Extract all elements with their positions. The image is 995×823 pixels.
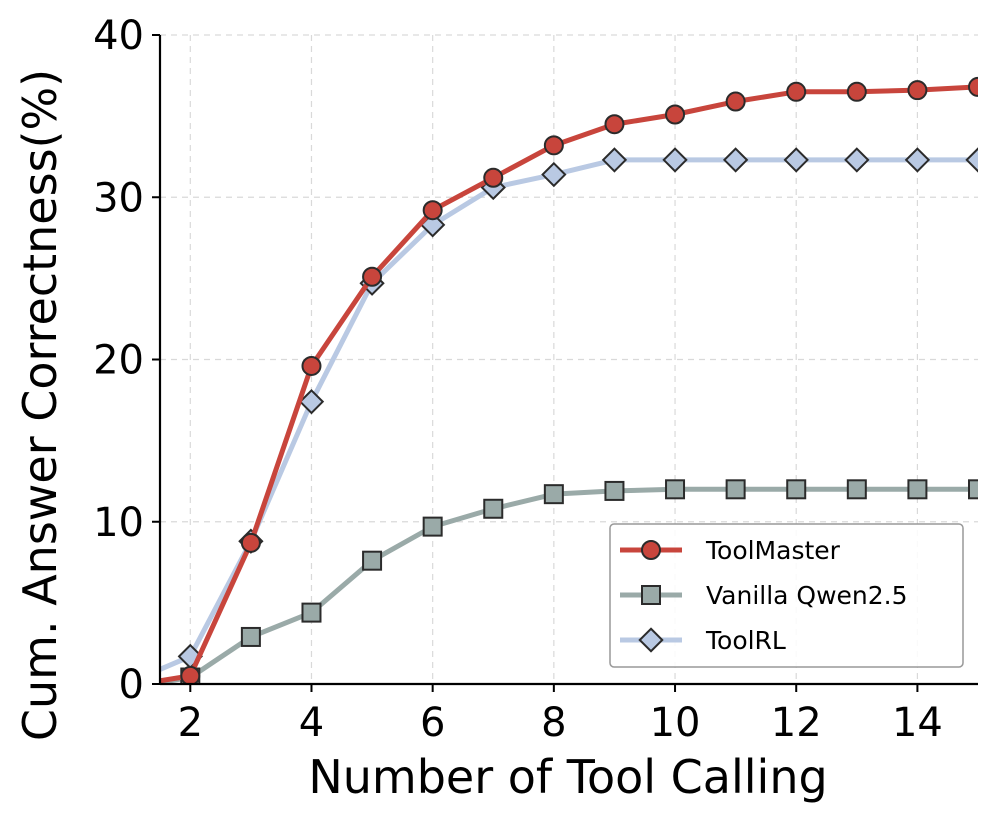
legend-label: Vanilla Qwen2.5 bbox=[706, 581, 908, 610]
data-point bbox=[543, 484, 564, 505]
legend: ToolMaster Vanilla Qwen2.5 ToolRL bbox=[609, 523, 964, 668]
y-axis-label: Cum. Answer Correctness(%) bbox=[13, 69, 67, 741]
legend-label: ToolMaster bbox=[705, 536, 841, 565]
data-point bbox=[786, 479, 807, 500]
legend-marker bbox=[641, 540, 661, 560]
data-point bbox=[725, 91, 746, 112]
data-point bbox=[662, 147, 688, 173]
y-tick-label: 0 bbox=[119, 662, 144, 708]
x-tick-label: 4 bbox=[299, 700, 324, 746]
tick-labels: 2 4 6 8 10 12 14 0 10 20 30 40 bbox=[93, 13, 943, 746]
data-point bbox=[665, 104, 686, 125]
data-point bbox=[722, 147, 749, 173]
data-point bbox=[604, 480, 625, 501]
data-point bbox=[298, 389, 325, 415]
data-point bbox=[362, 266, 383, 287]
legend-marker bbox=[641, 585, 661, 605]
x-tick-label: 14 bbox=[892, 700, 943, 746]
data-point bbox=[240, 532, 261, 553]
x-axis-label: Number of Tool Calling bbox=[308, 750, 827, 804]
data-point bbox=[783, 147, 809, 173]
legend-marker bbox=[638, 627, 664, 653]
data-point bbox=[965, 147, 978, 173]
y-tick-label: 20 bbox=[93, 338, 144, 384]
data-point bbox=[604, 114, 625, 135]
series-toolmaster bbox=[160, 76, 978, 684]
data-point bbox=[240, 626, 261, 647]
data-point bbox=[483, 167, 504, 188]
data-point bbox=[422, 516, 443, 537]
data-point bbox=[907, 80, 928, 101]
data-point bbox=[665, 479, 686, 500]
data-point bbox=[541, 161, 567, 188]
data-point bbox=[180, 665, 201, 684]
data-point bbox=[968, 479, 978, 500]
data-point bbox=[725, 479, 746, 500]
x-tick-label: 6 bbox=[420, 700, 445, 746]
x-tick-label: 10 bbox=[650, 700, 701, 746]
y-tick-label: 10 bbox=[93, 500, 144, 546]
data-point bbox=[422, 200, 443, 221]
data-point bbox=[907, 479, 928, 500]
data-point bbox=[301, 602, 322, 623]
data-point bbox=[904, 147, 931, 173]
y-tick-label: 40 bbox=[93, 13, 144, 59]
y-tick-label: 30 bbox=[93, 175, 144, 221]
legend-item: ToolRL bbox=[620, 626, 786, 655]
data-point bbox=[846, 479, 867, 500]
legend-item: ToolMaster bbox=[620, 536, 841, 565]
data-point bbox=[543, 135, 564, 156]
series-toolrl bbox=[160, 147, 978, 672]
series-layer bbox=[160, 76, 978, 684]
x-tick-label: 12 bbox=[771, 700, 822, 746]
data-point bbox=[844, 147, 870, 173]
data-point bbox=[362, 550, 383, 571]
legend-item: Vanilla Qwen2.5 bbox=[620, 581, 908, 610]
data-point bbox=[786, 81, 807, 102]
data-point bbox=[301, 355, 322, 376]
x-tick-label: 2 bbox=[178, 700, 203, 746]
legend-label: ToolRL bbox=[705, 626, 786, 655]
data-point bbox=[968, 76, 978, 97]
data-point bbox=[601, 147, 628, 173]
x-tick-label: 8 bbox=[541, 700, 566, 746]
legend-box bbox=[609, 523, 964, 668]
data-point bbox=[483, 498, 504, 519]
data-point bbox=[846, 81, 867, 102]
